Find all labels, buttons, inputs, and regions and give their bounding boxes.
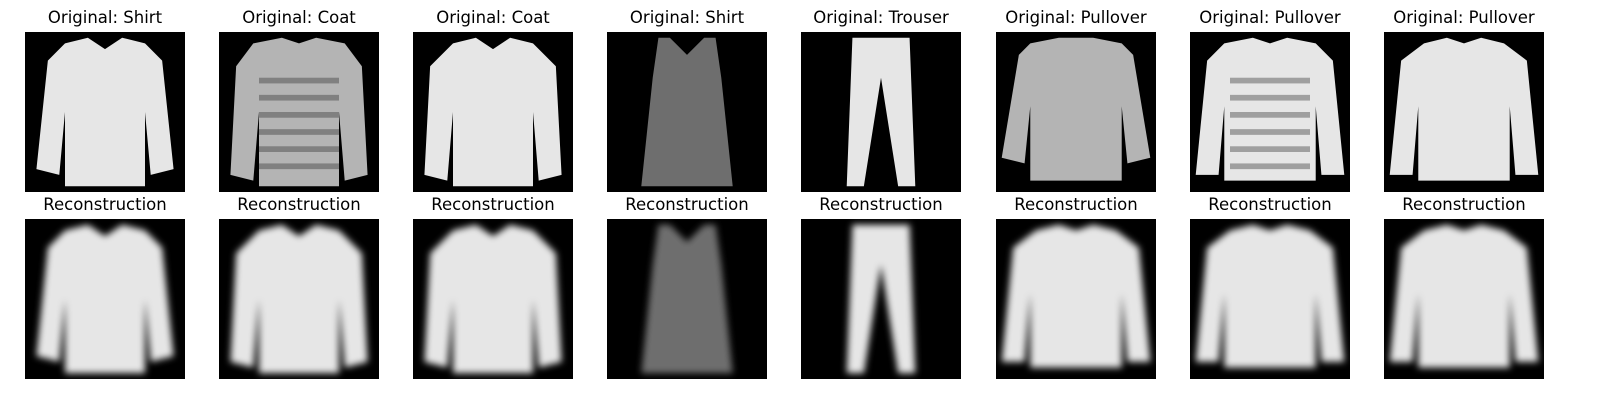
garment-texture: [259, 94, 339, 101]
original-image-5: [801, 32, 961, 192]
garment-silhouette: [846, 224, 916, 374]
original-image-4: [607, 32, 767, 192]
garment-texture: [1230, 94, 1310, 101]
original-image-6: [996, 32, 1156, 192]
garment-silhouette: [1195, 37, 1345, 181]
garment-texture: [1230, 129, 1310, 135]
reconstruction-title-3: Reconstruction: [431, 195, 555, 214]
reconstruction-image-5: [801, 219, 961, 379]
reconstruction-image-6: [996, 219, 1156, 379]
garment-silhouette: [230, 224, 368, 374]
garment-texture: [259, 146, 339, 152]
garment-silhouette: [1001, 224, 1151, 368]
original-title-7: Original: Pullover: [1199, 8, 1341, 27]
garment-silhouette: [36, 224, 174, 374]
garment-silhouette: [1001, 37, 1151, 181]
original-title-4: Original: Shirt: [629, 8, 745, 27]
garment-texture: [259, 163, 339, 170]
garment-texture: [259, 129, 339, 135]
original-image-7: [1190, 32, 1350, 192]
original-title-2: Original: Coat: [242, 8, 356, 27]
garment-texture: [259, 112, 339, 118]
garment-silhouette: [641, 37, 733, 187]
original-image-2: [219, 32, 379, 192]
garment-texture: [1230, 163, 1310, 170]
reconstruction-title-2: Reconstruction: [237, 195, 361, 214]
original-image-8: [1384, 32, 1544, 192]
original-image-3: [413, 32, 573, 192]
original-title-6: Original: Pullover: [1005, 8, 1147, 27]
reconstruction-title-8: Reconstruction: [1402, 195, 1526, 214]
reconstruction-image-8: [1384, 219, 1544, 379]
garment-texture: [1230, 146, 1310, 152]
reconstruction-image-3: [413, 219, 573, 379]
original-title-3: Original: Coat: [436, 8, 550, 27]
reconstruction-image-7: [1190, 219, 1350, 379]
reconstruction-title-1: Reconstruction: [43, 195, 167, 214]
reconstruction-title-4: Reconstruction: [625, 195, 749, 214]
garment-texture: [1230, 112, 1310, 118]
original-image-1: [25, 32, 185, 192]
reconstruction-image-4: [607, 219, 767, 379]
reconstruction-image-1: [25, 219, 185, 379]
garment-silhouette: [36, 37, 174, 187]
garment-silhouette: [1389, 224, 1539, 368]
original-title-5: Original: Trouser: [813, 8, 949, 27]
reconstruction-title-7: Reconstruction: [1208, 195, 1332, 214]
garment-silhouette: [1389, 37, 1539, 181]
garment-silhouette: [1195, 224, 1345, 368]
reconstruction-image-2: [219, 219, 379, 379]
garment-silhouette: [424, 224, 562, 374]
reconstruction-title-5: Reconstruction: [819, 195, 943, 214]
original-title-8: Original: Pullover: [1393, 8, 1535, 27]
garment-silhouette: [846, 37, 916, 187]
original-title-1: Original: Shirt: [47, 8, 163, 27]
garment-silhouette: [424, 37, 562, 187]
garment-texture: [1230, 77, 1310, 84]
garment-silhouette: [641, 224, 733, 374]
reconstruction-title-6: Reconstruction: [1014, 195, 1138, 214]
garment-texture: [259, 77, 339, 84]
